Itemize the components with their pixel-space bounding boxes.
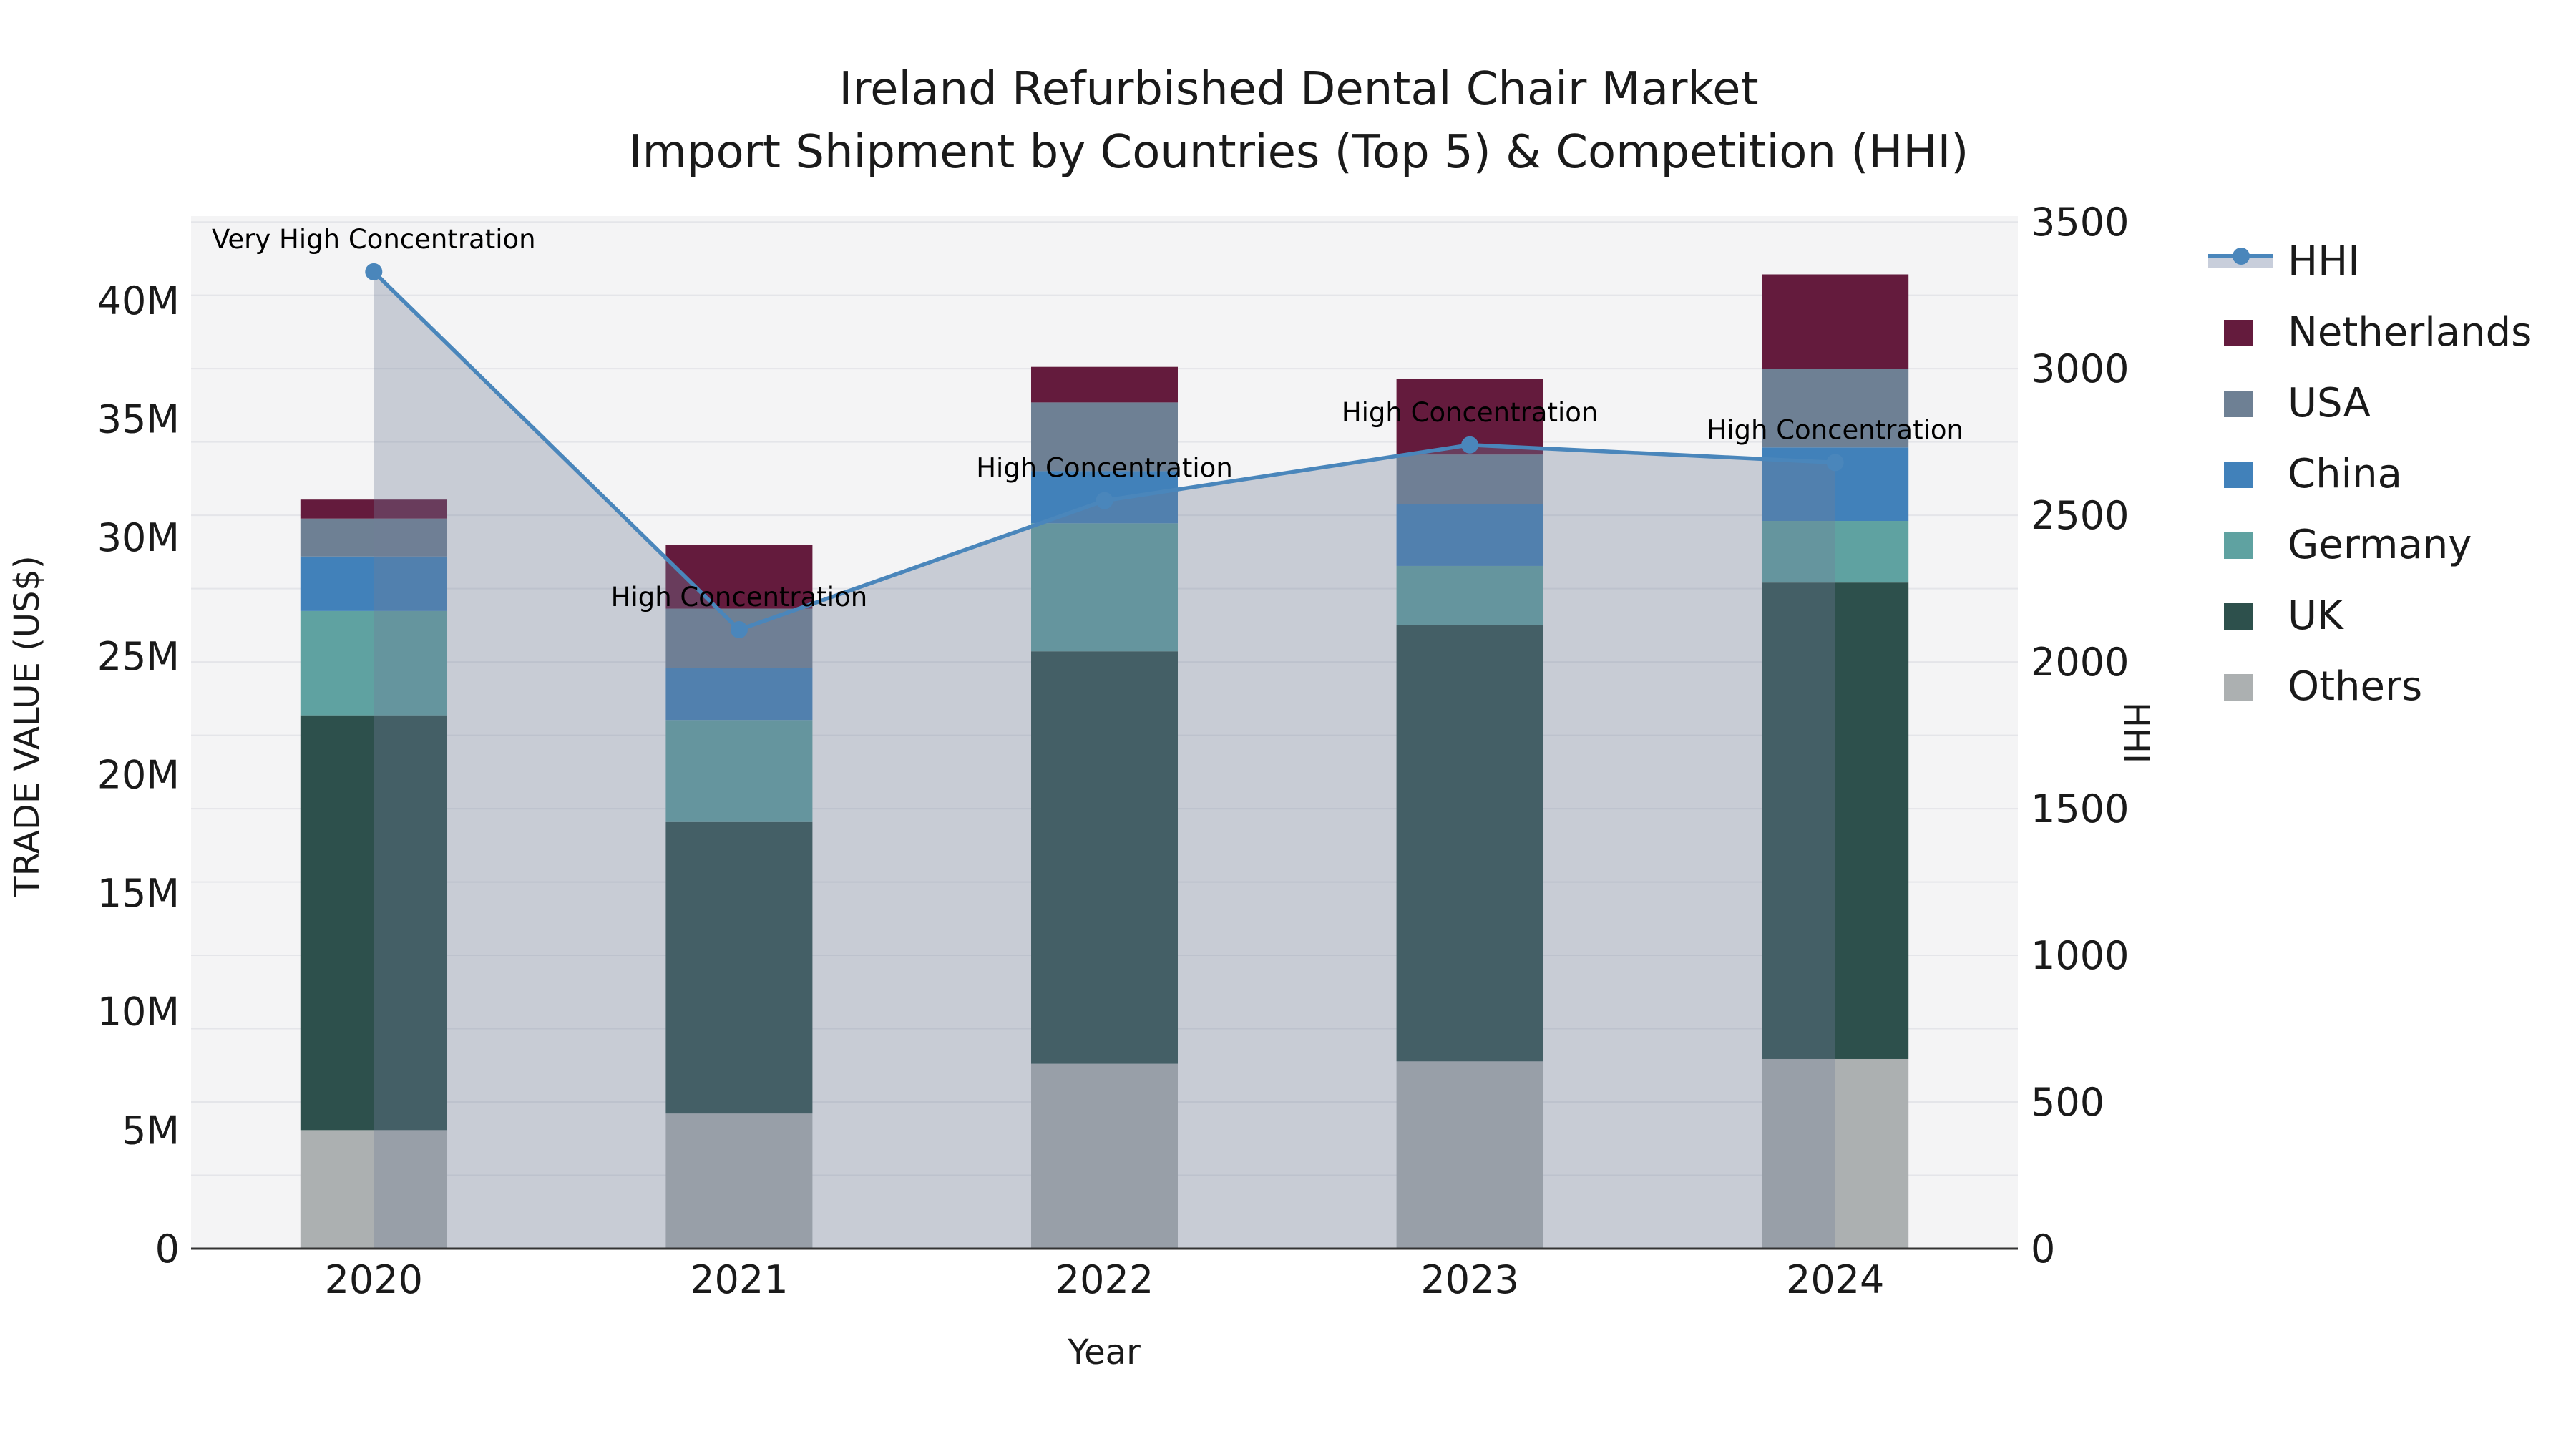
legend-swatch-germany [2224, 532, 2253, 559]
annotation-2024: High Concentration [1707, 414, 1963, 445]
bar-segment-others-2021 [665, 1113, 813, 1249]
bar-segment-germany-2022 [1031, 523, 1178, 652]
y-right-tick-500: 500 [2031, 1080, 2104, 1125]
chart-title-line1: Ireland Refurbished Dental Chair Market [839, 63, 1759, 116]
hhi-marker-2023 [1461, 436, 1479, 454]
chart-title-line2: Import Shipment by Countries (Top 5) & C… [628, 126, 1969, 179]
legend-swatch-others [2224, 673, 2253, 701]
legend-item-uk: UK [2208, 580, 2532, 651]
color-swatch-icon [2208, 602, 2280, 630]
bar-segment-netherlands-2024 [1762, 274, 1909, 369]
hhi-marker-2024 [1826, 454, 1844, 472]
x-tick-2020: 2020 [325, 1257, 423, 1302]
bar-segment-germany-2020 [300, 610, 447, 716]
bar-segment-netherlands-2022 [1031, 366, 1178, 403]
bar-segment-uk-2024 [1762, 582, 1909, 1059]
bar-segment-germany-2021 [665, 720, 813, 822]
bar-segment-others-2023 [1396, 1061, 1543, 1249]
y-left-tick-10M: 10M [97, 990, 180, 1035]
hhi-marker-2020 [365, 263, 383, 280]
y-axis-left-title: TRADE VALUE (US$) [7, 555, 47, 897]
legend-label-china: China [2288, 451, 2402, 497]
y-left-tick-25M: 25M [97, 634, 180, 679]
y-right-tick-3000: 3000 [2031, 346, 2129, 391]
legend: HHI Netherlands USA China Germany UK Others [2208, 226, 2532, 722]
y-left-tick-35M: 35M [97, 397, 180, 442]
bar-segment-usa-2022 [1031, 402, 1178, 472]
bar-segment-uk-2023 [1396, 625, 1543, 1062]
annotation-2022: High Concentration [976, 453, 1233, 484]
bar-segment-others-2022 [1031, 1063, 1178, 1249]
y-left-tick-5M: 5M [122, 1108, 180, 1153]
hhi-marker-2021 [730, 621, 748, 639]
bar-segment-netherlands-2020 [300, 499, 447, 519]
color-swatch-icon [2208, 531, 2280, 560]
color-swatch-icon [2208, 460, 2280, 489]
hhi-area-fill [374, 271, 1835, 1249]
legend-item-hhi: HHI [2208, 226, 2532, 297]
x-tick-2022: 2022 [1055, 1257, 1153, 1302]
bar-segment-usa-2024 [1762, 369, 1909, 448]
bar-segment-uk-2020 [300, 715, 447, 1131]
x-axis-title: Year [1068, 1332, 1141, 1372]
x-tick-2023: 2023 [1420, 1257, 1518, 1302]
legend-item-others: Others [2208, 651, 2532, 722]
bar-segment-germany-2023 [1396, 565, 1543, 625]
color-swatch-icon [2208, 318, 2280, 347]
y-left-tick-15M: 15M [97, 871, 180, 916]
y-right-tick-2500: 2500 [2031, 493, 2129, 538]
y-right-tick-3500: 3500 [2031, 200, 2129, 245]
legend-label-netherlands: Netherlands [2288, 309, 2532, 356]
legend-label-germany: Germany [2288, 522, 2472, 568]
y-left-tick-40M: 40M [97, 278, 180, 323]
y-right-tick-0: 0 [2031, 1226, 2055, 1272]
bar-segment-china-2020 [300, 556, 447, 611]
y-left-tick-20M: 20M [97, 752, 180, 797]
hhi-marker-2022 [1096, 492, 1113, 509]
annotation-2023: High Concentration [1342, 397, 1599, 428]
legend-swatch-netherlands [2224, 319, 2253, 346]
y-right-tick-1500: 1500 [2031, 786, 2129, 831]
legend-swatch-usa [2224, 390, 2253, 417]
legend-label-others: Others [2288, 663, 2423, 710]
x-tick-2024: 2024 [1786, 1257, 1884, 1302]
legend-label-uk: UK [2288, 592, 2343, 639]
bar-segment-usa-2020 [300, 518, 447, 557]
bar-segment-usa-2023 [1396, 454, 1543, 504]
legend-swatch-uk [2224, 602, 2253, 630]
bar-segment-china-2021 [665, 668, 813, 721]
y-left-tick-30M: 30M [97, 515, 180, 560]
legend-item-usa: USA [2208, 368, 2532, 439]
legend-item-germany: Germany [2208, 509, 2532, 580]
legend-label-hhi: HHI [2288, 238, 2360, 285]
annotation-2021: High Concentration [611, 582, 868, 613]
bar-segment-others-2020 [300, 1130, 447, 1249]
legend-swatch-china [2224, 461, 2253, 488]
legend-label-usa: USA [2288, 380, 2371, 426]
x-tick-2021: 2021 [690, 1257, 788, 1302]
bar-segment-netherlands-2021 [665, 545, 813, 609]
hhi-marker-swatch [2233, 247, 2250, 265]
hhi-line-swatch-icon [2208, 247, 2280, 276]
bar-segment-others-2024 [1762, 1058, 1909, 1249]
bar-segment-uk-2021 [665, 821, 813, 1114]
color-swatch-icon [2208, 673, 2280, 701]
annotation-2020: Very High Concentration [212, 224, 536, 255]
y-left-tick-0: 0 [155, 1226, 180, 1272]
y-axis-right-title: HHI [2116, 701, 2156, 764]
bar-segment-germany-2024 [1762, 521, 1909, 583]
legend-item-china: China [2208, 439, 2532, 509]
bar-segment-uk-2022 [1031, 651, 1178, 1064]
bar-segment-china-2023 [1396, 504, 1543, 566]
y-right-tick-2000: 2000 [2031, 640, 2129, 685]
legend-item-netherlands: Netherlands [2208, 297, 2532, 368]
color-swatch-icon [2208, 389, 2280, 418]
y-right-tick-1000: 1000 [2031, 933, 2129, 978]
